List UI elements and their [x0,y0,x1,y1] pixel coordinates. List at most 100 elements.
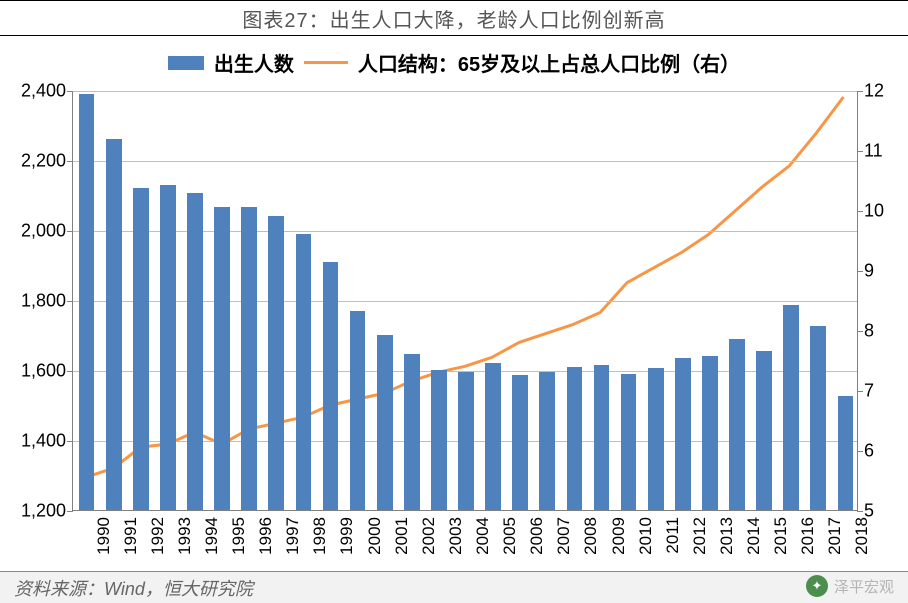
bar [810,326,826,510]
bar [594,365,610,510]
y-left-tick [67,301,73,302]
bar [783,305,799,510]
x-label: 2001 [392,517,412,567]
x-label: 2015 [771,517,791,567]
y-left-tick [67,91,73,92]
legend-line-swatch [304,61,348,64]
legend-bar-swatch [168,56,204,70]
legend-line-label: 人口结构：65岁及以上占总人口比例（右） [358,48,740,77]
y-left-tick [67,511,73,512]
x-label: 2009 [609,517,629,567]
y-right-tick [857,511,863,512]
source-bar: 资料来源：Wind，恒大研究院 [0,571,908,603]
y-left-tick [67,231,73,232]
bar [756,351,772,510]
bar [675,358,691,510]
y-right-tick [857,451,863,452]
x-label: 2002 [419,517,439,567]
bar [621,374,637,511]
chart-title-bar: 图表27：出生人口大降，老龄人口比例创新高 [0,0,908,36]
bar [106,139,122,510]
bar [729,339,745,511]
y-left-tick [67,441,73,442]
source-text: 资料来源：Wind，恒大研究院 [14,575,253,601]
legend: 出生人数 人口结构：65岁及以上占总人口比例（右） [0,36,908,85]
bar [214,207,230,510]
bar [187,193,203,510]
bar [485,363,501,510]
bar [458,372,474,510]
bar [648,368,664,510]
y-right-label: 11 [864,141,904,162]
y-right-label: 8 [864,321,904,342]
y-right-tick [857,151,863,152]
gridline [73,91,857,92]
watermark: ✦ 泽平宏观 [806,575,894,597]
x-label: 1993 [175,517,195,567]
x-label: 2011 [663,517,683,567]
bar [350,311,366,511]
plot-region [72,91,858,511]
y-left-label: 1,600 [6,361,66,382]
y-right-label: 9 [864,261,904,282]
gridline [73,161,857,162]
y-right-tick [857,391,863,392]
y-left-label: 1,800 [6,291,66,312]
x-label: 2005 [500,517,520,567]
bar [323,262,339,511]
y-right-label: 10 [864,201,904,222]
x-label: 2012 [690,517,710,567]
bar [79,94,95,511]
x-label: 1995 [229,517,249,567]
x-label: 2010 [636,517,656,567]
y-left-label: 2,400 [6,81,66,102]
x-label: 1998 [310,517,330,567]
x-label: 2014 [744,517,764,567]
y-left-label: 1,200 [6,501,66,522]
x-label: 1992 [148,517,168,567]
x-label: 2003 [446,517,466,567]
y-right-tick [857,271,863,272]
y-left-label: 2,000 [6,221,66,242]
x-label: 1997 [283,517,303,567]
bar [241,207,257,510]
x-label: 2004 [473,517,493,567]
y-left-tick [67,161,73,162]
y-left-tick [67,371,73,372]
watermark-text: 泽平宏观 [834,576,894,597]
bar [296,234,312,511]
bar [431,370,447,510]
chart-area: 1,2001,4001,6001,8002,0002,2002,40056789… [0,85,908,575]
chart-title: 图表27：出生人口大降，老龄人口比例创新高 [242,4,665,33]
x-label: 2008 [581,517,601,567]
x-label: 1994 [202,517,222,567]
y-right-label: 6 [864,441,904,462]
x-label: 2013 [717,517,737,567]
bar [404,354,420,510]
bar [567,367,583,511]
bar [702,356,718,510]
bar [268,216,284,510]
bar [539,372,555,510]
y-right-label: 7 [864,381,904,402]
bar [377,335,393,510]
x-label: 2000 [365,517,385,567]
x-label: 2017 [825,517,845,567]
y-left-label: 1,400 [6,431,66,452]
y-right-tick [857,91,863,92]
bar [512,375,528,510]
bar [838,396,854,510]
y-right-tick [857,211,863,212]
y-left-label: 2,200 [6,151,66,172]
x-label: 1999 [337,517,357,567]
x-label: 2016 [798,517,818,567]
x-label: 2018 [852,517,872,567]
legend-bar-label: 出生人数 [214,48,294,77]
bar [133,188,149,510]
bar [160,185,176,511]
wechat-icon: ✦ [806,575,828,597]
y-right-tick [857,331,863,332]
x-label: 1996 [256,517,276,567]
y-right-label: 12 [864,81,904,102]
x-label: 1990 [94,517,114,567]
